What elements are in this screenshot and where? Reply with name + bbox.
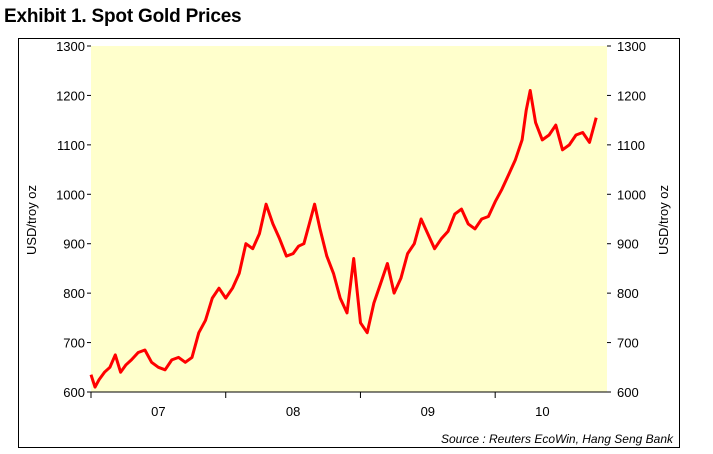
y-tick-label-right: 1000 — [617, 187, 646, 202]
gold-price-line — [89, 89, 598, 389]
x-tick-label: 08 — [286, 404, 300, 419]
x-tick-label: 09 — [421, 404, 435, 419]
x-tick-label: 10 — [535, 404, 549, 419]
y-tick-label-left: 1000 — [56, 187, 85, 202]
y-tick-label-left: 1200 — [56, 88, 85, 103]
x-tick-label: 07 — [151, 404, 165, 419]
y-tick-label-right: 700 — [617, 336, 639, 351]
y-tick-label-left: 1100 — [57, 138, 85, 153]
y-tick-label-right: 1100 — [617, 138, 645, 153]
plot-area — [91, 46, 607, 392]
y-axis-label-left: USD/troy oz — [24, 185, 39, 255]
y-tick-label-right: 600 — [617, 385, 639, 400]
y-tick-label-left: 1300 — [56, 39, 85, 54]
y-tick-label-left: 700 — [63, 336, 85, 351]
y-tick-label-right: 900 — [617, 237, 639, 252]
y-tick-label-left: 800 — [63, 286, 85, 301]
y-axis-label-right: USD/troy oz — [656, 185, 671, 255]
chart-title: Exhibit 1. Spot Gold Prices — [4, 6, 242, 27]
source-note: Source : Reuters EcoWin, Hang Seng Bank — [440, 432, 673, 446]
y-tick-label-right: 800 — [617, 286, 639, 301]
y-tick-label-left: 600 — [63, 385, 85, 400]
y-tick-label-left: 900 — [63, 237, 85, 252]
y-tick-label-right: 1300 — [617, 39, 646, 54]
y-tick-label-right: 1200 — [617, 88, 646, 103]
